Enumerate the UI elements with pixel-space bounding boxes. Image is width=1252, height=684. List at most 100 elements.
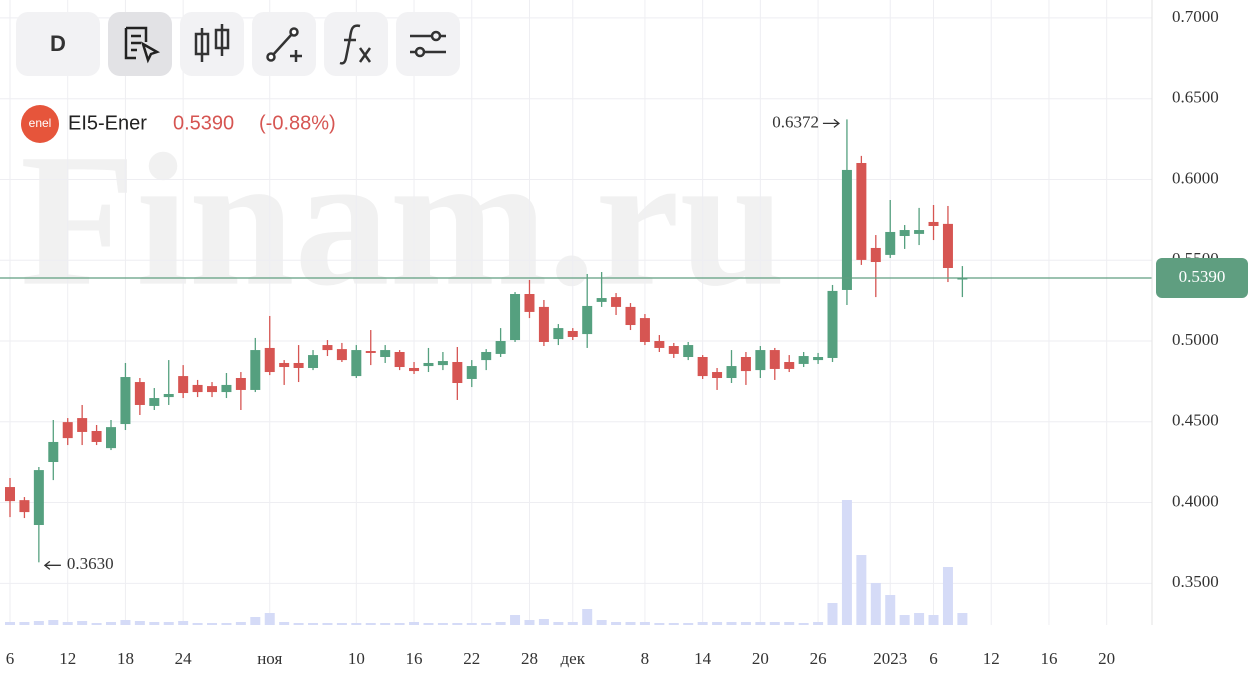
volume-bar — [134, 621, 145, 625]
volume-bar — [769, 622, 780, 625]
volume-bar — [928, 615, 939, 625]
volume-bar — [870, 583, 881, 625]
candle-body — [668, 346, 679, 354]
candle-body — [120, 377, 131, 425]
candle-body — [409, 367, 420, 372]
x-tick-label: 10 — [348, 649, 365, 668]
candle-body — [524, 294, 535, 312]
candle-body — [582, 305, 593, 335]
candle-body — [221, 384, 232, 393]
volume-bar — [957, 613, 968, 625]
draw-icon — [271, 33, 302, 62]
interval-label: D — [50, 31, 66, 56]
candle-body — [740, 357, 751, 372]
legend: enel EI5-Ener 0.5390 (-0.88%) — [21, 105, 336, 143]
candle-body — [19, 500, 30, 513]
volume-bar — [784, 622, 795, 625]
volume-bar — [351, 623, 362, 625]
candle-icon — [194, 24, 230, 62]
candle-body — [495, 341, 506, 354]
toolbar: D — [16, 12, 460, 76]
volume-bar — [293, 623, 304, 625]
draw-dot — [289, 27, 299, 37]
candle-body — [77, 418, 88, 432]
candle-body — [322, 345, 333, 351]
volume-bar — [567, 622, 578, 625]
volume-bar — [798, 623, 809, 625]
candle-body — [726, 366, 737, 379]
x-tick-label: 6 — [929, 649, 938, 668]
volume-bar — [466, 623, 477, 625]
indicator-button[interactable] — [324, 12, 388, 76]
volume-bar — [712, 622, 723, 625]
annotation-arrow — [822, 118, 840, 128]
volume-bar — [538, 619, 549, 625]
candle-body — [697, 357, 708, 377]
volume-bar — [33, 621, 44, 625]
volume-bar — [942, 567, 953, 625]
settings-knob — [414, 46, 426, 58]
candle-body — [62, 422, 73, 439]
volume-bar — [582, 609, 593, 625]
settings-knob — [430, 30, 442, 42]
candle-body — [149, 398, 160, 406]
draw-dot — [266, 52, 276, 62]
candle-body — [264, 347, 275, 373]
candle-body — [279, 362, 290, 368]
watermark: Finam.ru — [20, 116, 785, 326]
x-tick-label: 16 — [406, 649, 423, 668]
candle-body — [755, 350, 766, 371]
candle-body — [351, 350, 362, 377]
annotation-arrow — [43, 560, 61, 570]
volume-bar — [668, 623, 679, 625]
candle-body — [957, 278, 968, 280]
note-icon — [124, 26, 161, 64]
candle-body — [365, 351, 376, 353]
volume-bar — [510, 615, 521, 625]
candle-body — [798, 356, 809, 364]
volume-bar — [91, 623, 102, 625]
candle-body — [48, 441, 59, 463]
candle-body — [308, 355, 319, 368]
volume-bar — [380, 623, 391, 625]
volume-bar — [596, 620, 607, 625]
volume-bar — [611, 622, 622, 625]
candle-body — [553, 328, 564, 340]
volume-bar — [192, 623, 203, 625]
candle-body — [235, 378, 246, 390]
candle-body — [538, 306, 549, 342]
candle-body — [33, 470, 44, 526]
volume-bar — [19, 622, 30, 625]
candle-body — [769, 350, 780, 369]
volume-bar — [106, 622, 117, 625]
candle-body — [813, 357, 824, 361]
volume-bar — [5, 622, 15, 625]
x-tick-label: 28 — [521, 649, 538, 668]
change: (-0.88%) — [259, 112, 336, 134]
volume-bar — [697, 622, 708, 625]
volume-bar — [250, 617, 261, 625]
interval-button[interactable] — [16, 12, 100, 76]
candle-body — [380, 350, 391, 358]
volume-bar — [740, 622, 751, 625]
volume-bar — [365, 623, 376, 625]
volume-bar — [914, 613, 925, 625]
volume-bar — [899, 615, 910, 625]
annotation-label: 0.3630 — [67, 554, 114, 573]
volume-bar — [279, 622, 290, 625]
x-tick-label: 2023 — [873, 649, 907, 668]
candle-body — [106, 427, 117, 449]
candle-button[interactable] — [180, 12, 244, 76]
volume-bar — [639, 622, 650, 625]
volume-bar — [856, 555, 867, 625]
volume-bar — [841, 500, 852, 625]
settings-button[interactable] — [396, 12, 460, 76]
volume-bar — [207, 623, 218, 625]
x-tick-label: 14 — [694, 649, 712, 668]
x-tick-label: 22 — [463, 649, 480, 668]
x-tick-label: 8 — [641, 649, 650, 668]
candle-body — [611, 297, 622, 307]
candle-body — [870, 247, 881, 263]
volume-bar — [394, 623, 405, 625]
